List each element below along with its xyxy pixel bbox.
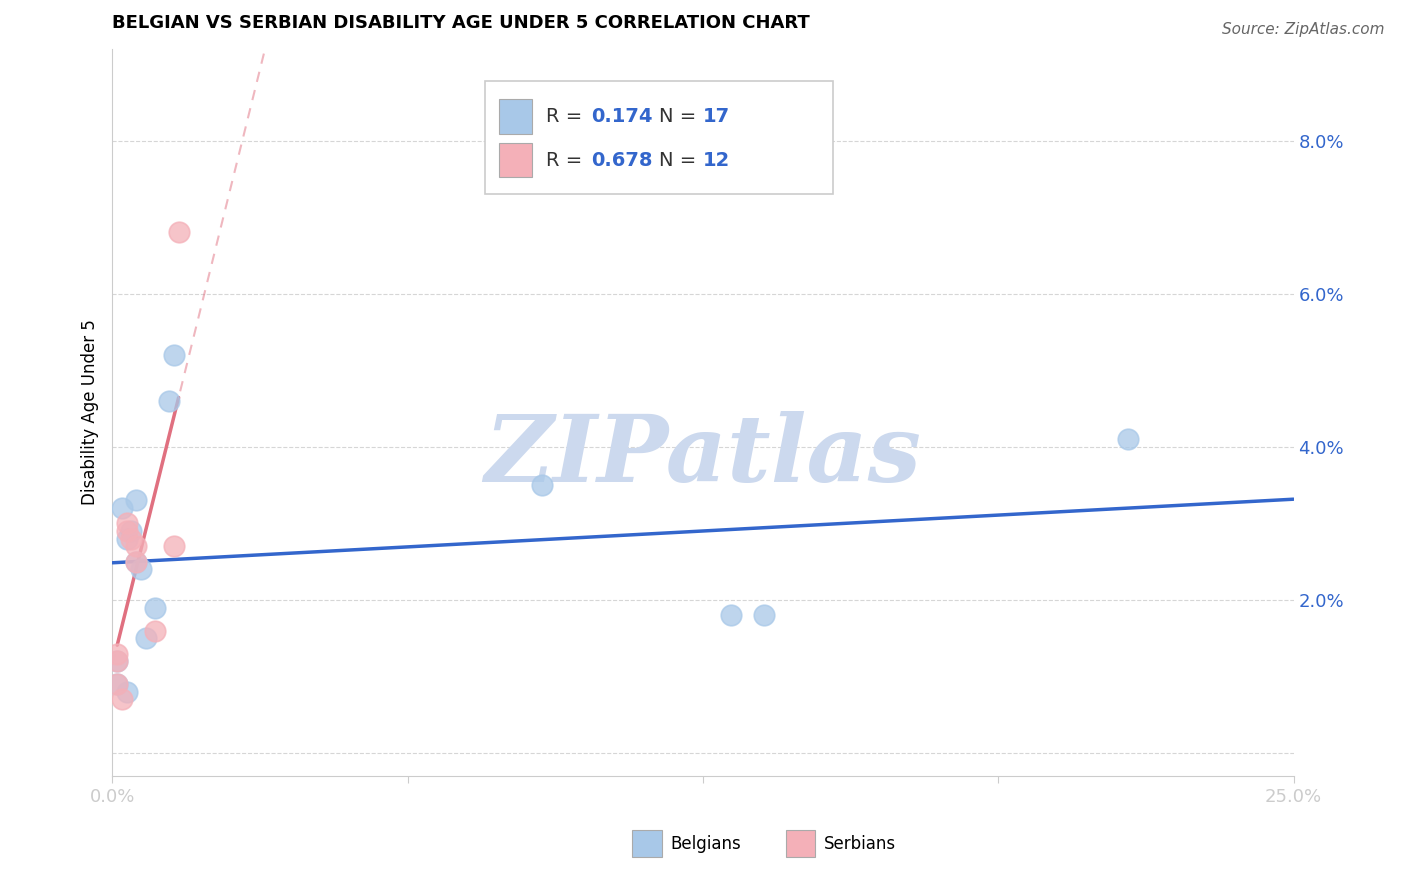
Text: R =: R = [546, 151, 589, 169]
Point [111, 501, 134, 516]
Point [120, 524, 142, 538]
Point [163, 348, 186, 362]
Point [115, 685, 138, 699]
Point [120, 532, 142, 546]
Point [531, 478, 554, 492]
Point [105, 647, 128, 661]
FancyBboxPatch shape [633, 830, 662, 857]
Text: R =: R = [546, 107, 589, 126]
Point [125, 540, 148, 554]
Text: 0.174: 0.174 [591, 107, 652, 126]
Point [1116, 432, 1139, 446]
Point [105, 677, 128, 691]
Y-axis label: Disability Age Under 5: Disability Age Under 5 [80, 319, 98, 506]
Point [115, 516, 138, 531]
Text: BELGIAN VS SERBIAN DISABILITY AGE UNDER 5 CORRELATION CHART: BELGIAN VS SERBIAN DISABILITY AGE UNDER … [112, 14, 810, 32]
Point [105, 654, 128, 668]
Point [157, 393, 180, 408]
FancyBboxPatch shape [499, 143, 531, 178]
FancyBboxPatch shape [485, 81, 832, 194]
Text: N =: N = [659, 107, 703, 126]
Point [163, 540, 186, 554]
Point [115, 532, 138, 546]
Text: ZIPatlas: ZIPatlas [485, 411, 921, 501]
Text: Serbians: Serbians [824, 835, 896, 853]
Point [115, 524, 138, 538]
Text: 17: 17 [703, 107, 730, 126]
Text: 0.678: 0.678 [591, 151, 652, 169]
Point [105, 677, 128, 691]
Point [129, 562, 152, 576]
Text: Belgians: Belgians [669, 835, 741, 853]
Text: 12: 12 [703, 151, 730, 169]
Point [125, 555, 148, 569]
Text: Source: ZipAtlas.com: Source: ZipAtlas.com [1222, 22, 1385, 37]
Point [125, 493, 148, 508]
Text: N =: N = [659, 151, 703, 169]
FancyBboxPatch shape [499, 99, 531, 134]
Point [105, 654, 128, 668]
Point [167, 226, 190, 240]
Point [111, 692, 134, 706]
FancyBboxPatch shape [786, 830, 815, 857]
Point [125, 555, 148, 569]
Point [754, 608, 776, 623]
Point [143, 624, 166, 638]
Point [143, 600, 166, 615]
Point [135, 632, 157, 646]
Point [720, 608, 742, 623]
